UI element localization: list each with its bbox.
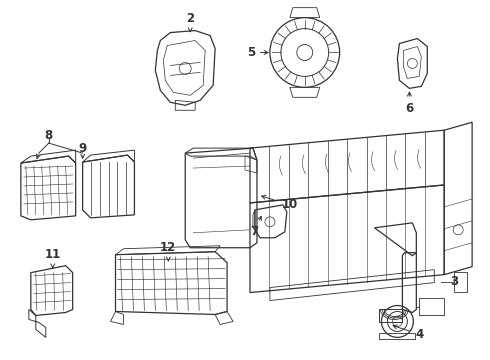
Text: 9: 9 [78, 141, 87, 155]
Text: 11: 11 [45, 248, 61, 268]
Text: 2: 2 [186, 12, 194, 32]
Text: 1: 1 [0, 359, 1, 360]
Text: 6: 6 [405, 92, 414, 115]
Text: 4: 4 [393, 325, 423, 341]
Text: 12: 12 [160, 241, 176, 261]
Text: 10: 10 [262, 195, 298, 211]
Text: 3: 3 [450, 275, 458, 288]
Text: 7: 7 [250, 216, 261, 238]
Text: 8: 8 [45, 129, 53, 142]
Text: 5: 5 [246, 46, 268, 59]
